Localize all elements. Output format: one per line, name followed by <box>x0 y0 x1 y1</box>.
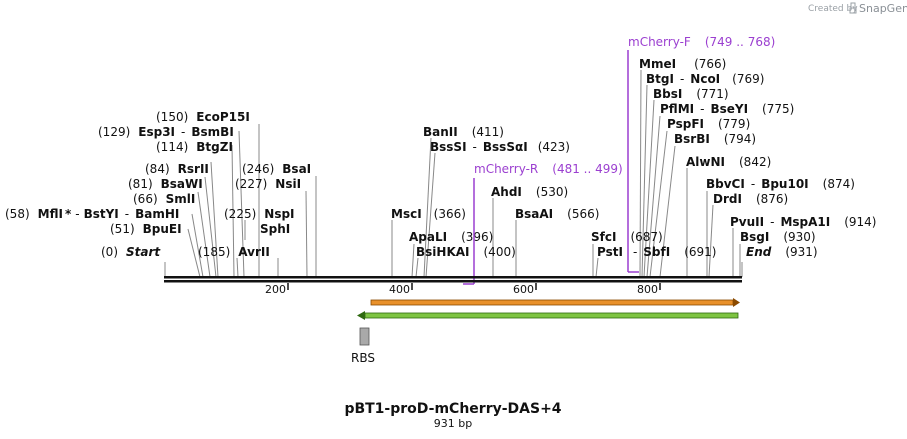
map-length: 931 bp <box>434 417 472 430</box>
tick-label-800: 800 <box>637 283 658 296</box>
site-mfli-bstyi-bamhi[interactable]: (58) MflI * - BstYI - BamHI <box>5 207 179 221</box>
site-bsrbi[interactable]: BsrBI (794) <box>674 132 756 146</box>
site-sphi[interactable]: SphI <box>260 222 290 236</box>
site-msci[interactable]: MscI (366) <box>391 207 466 221</box>
dna-backbone <box>164 276 742 283</box>
site-bsawi[interactable]: (81) BsaWI <box>128 177 203 191</box>
credit-prefix: Created by <box>808 4 858 14</box>
site-bsssi[interactable]: BssSI - BssSαI (423) <box>430 140 570 154</box>
site-esp3i-bsmbi[interactable]: (129) Esp3I - BsmBI <box>98 125 234 139</box>
site-start[interactable]: (0) Start <box>101 245 161 259</box>
rbs-feature[interactable] <box>359 327 370 346</box>
site-drdi[interactable]: DrdI (876) <box>713 192 788 206</box>
primer-mcherry-f-marker <box>627 50 639 273</box>
site-alwni[interactable]: AlwNI (842) <box>686 155 771 169</box>
site-smli[interactable]: (66) SmlI <box>133 192 195 206</box>
primer-mcherry-r-marker <box>463 178 475 285</box>
site-bsai[interactable]: (246) BsaI <box>242 162 311 176</box>
snapgene-logo-icon <box>849 2 857 14</box>
site-pflmi-bseyi[interactable]: PflMI - BseYI (775) <box>660 102 794 116</box>
site-btgi-ncoi[interactable]: BtgI - NcoI (769) <box>646 72 764 86</box>
credit-brand: SnapGene <box>859 2 907 15</box>
feature-orange-arrow[interactable] <box>370 298 740 307</box>
rbs-label: RBS <box>351 351 375 365</box>
site-mmei[interactable]: MmeI (766) <box>639 57 726 71</box>
site-nspi[interactable]: (225) NspI <box>224 207 295 221</box>
site-apali[interactable]: ApaLI (396) <box>409 230 493 244</box>
tick-label-600: 600 <box>513 283 534 296</box>
site-bbsi[interactable]: BbsI (771) <box>653 87 729 101</box>
site-pspfi[interactable]: PspFI (779) <box>667 117 750 131</box>
site-pvuii-mspa1i[interactable]: PvuII - MspA1I (914) <box>730 215 877 229</box>
site-sfci[interactable]: SfcI (687) <box>591 230 663 244</box>
site-bsihkai[interactable]: BsiHKAI (400) <box>416 245 516 259</box>
tick-label-400: 400 <box>389 283 410 296</box>
site-btgzi[interactable]: (114) BtgZI <box>156 140 233 154</box>
feature-green-arrow[interactable] <box>357 311 739 320</box>
site-avrii[interactable]: (185) AvrII <box>198 245 270 259</box>
site-bsaai[interactable]: BsaAI (566) <box>515 207 599 221</box>
tick-label-200: 200 <box>265 283 286 296</box>
primer-mcherry-f[interactable]: mCherry-F (749 .. 768) <box>628 35 775 49</box>
site-banii[interactable]: BanII (411) <box>423 125 504 139</box>
scale-ticks <box>287 283 661 290</box>
site-bbvci-bpu10i[interactable]: BbvCI - Bpu10I (874) <box>706 177 855 191</box>
site-rsrii[interactable]: (84) RsrII <box>145 162 209 176</box>
site-bsgi[interactable]: BsgI (930) <box>740 230 816 244</box>
site-ahdi[interactable]: AhdI (530) <box>491 185 568 199</box>
site-end[interactable]: End (931) <box>746 245 818 259</box>
site-leader-lines <box>164 69 743 278</box>
site-psti-sbfi[interactable]: PstI - SbfI (691) <box>597 245 716 259</box>
map-title: pBT1-proD-mCherry-DAS+4 <box>344 401 561 417</box>
site-bpuei[interactable]: (51) BpuEI <box>110 222 182 236</box>
primer-mcherry-r[interactable]: mCherry-R (481 .. 499) <box>474 162 623 176</box>
site-nsii[interactable]: (227) NsiI <box>235 177 301 191</box>
site-ecop15i[interactable]: (150) EcoP15I <box>156 110 250 124</box>
